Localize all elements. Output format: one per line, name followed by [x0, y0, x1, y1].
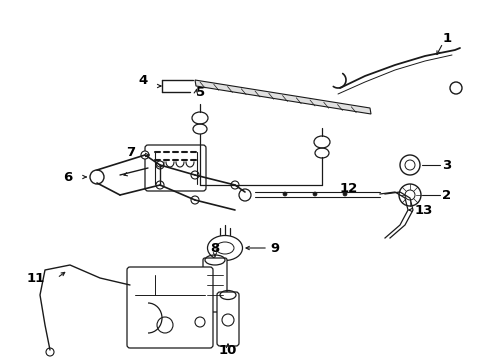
- Text: 4: 4: [139, 73, 148, 86]
- Text: 1: 1: [442, 32, 451, 45]
- Text: 2: 2: [441, 189, 450, 202]
- FancyBboxPatch shape: [217, 292, 239, 346]
- Circle shape: [156, 161, 163, 169]
- Circle shape: [191, 196, 199, 204]
- Text: 11: 11: [27, 271, 45, 284]
- FancyBboxPatch shape: [127, 267, 213, 348]
- FancyBboxPatch shape: [203, 258, 226, 312]
- FancyBboxPatch shape: [145, 145, 205, 191]
- Text: 13: 13: [414, 203, 432, 216]
- Text: 7: 7: [125, 145, 135, 158]
- Text: 9: 9: [269, 242, 279, 255]
- Text: 3: 3: [441, 158, 450, 171]
- Circle shape: [141, 151, 149, 159]
- Text: 10: 10: [218, 343, 237, 356]
- Circle shape: [312, 192, 316, 196]
- Circle shape: [283, 192, 286, 196]
- Text: 6: 6: [62, 171, 72, 184]
- Text: 5: 5: [196, 86, 204, 99]
- Text: 8: 8: [210, 242, 219, 255]
- Text: 12: 12: [339, 181, 358, 194]
- Circle shape: [230, 181, 239, 189]
- Circle shape: [156, 181, 163, 189]
- Polygon shape: [195, 80, 370, 114]
- Circle shape: [191, 171, 199, 179]
- Circle shape: [342, 192, 346, 196]
